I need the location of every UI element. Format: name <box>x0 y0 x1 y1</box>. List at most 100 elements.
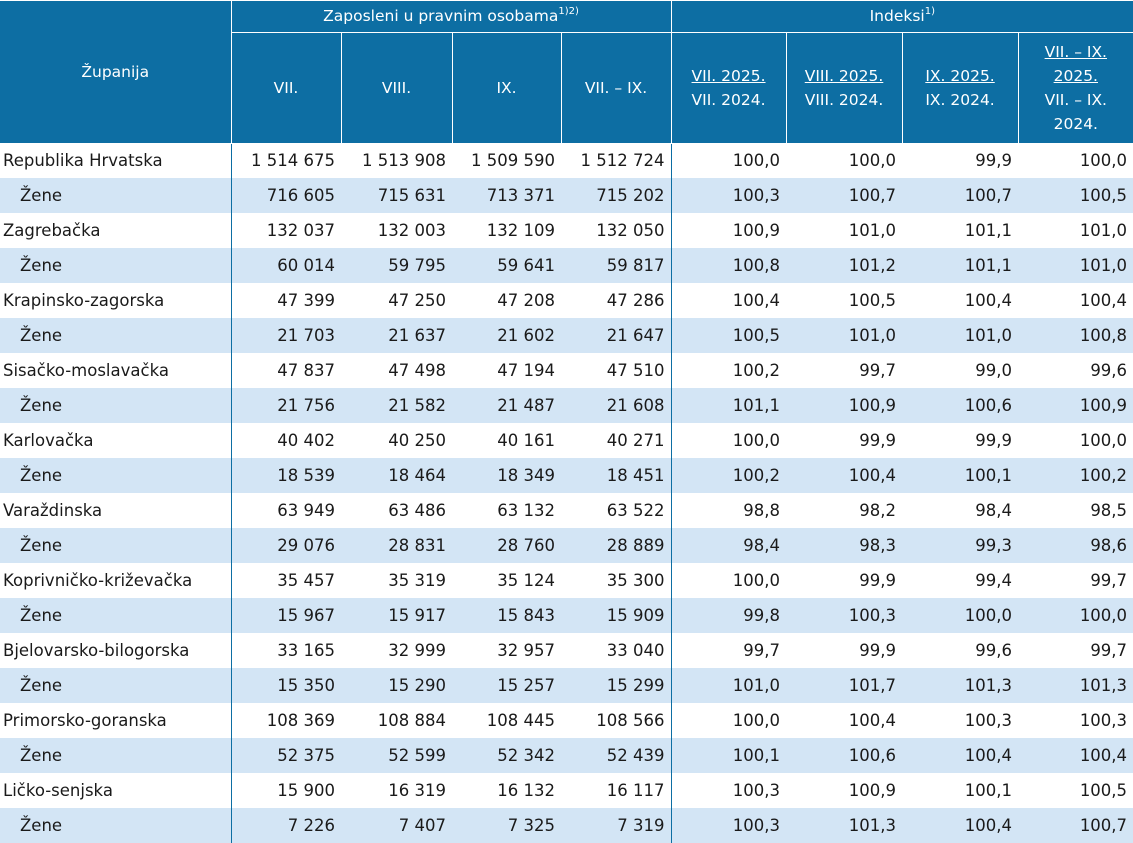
index-cell: 98,8 <box>743 501 781 520</box>
employed-cell: 15 257 <box>452 668 561 703</box>
employed-cell: 715 631 <box>341 178 452 213</box>
index-cell: 98,5 <box>1090 501 1128 520</box>
index-cell: 100,8 <box>1018 318 1133 353</box>
index-cell: 100,0 <box>1079 431 1128 450</box>
index-cell: 101,0 <box>1018 248 1133 283</box>
index-cell: 100,6 <box>902 388 1019 423</box>
index-cell: 100,4 <box>902 808 1019 843</box>
index-cell: 98,2 <box>859 501 897 520</box>
index-cell: 100,2 <box>732 361 781 380</box>
employed-cell: 108 369 <box>266 711 335 730</box>
employed-cell: 1 514 675 <box>251 151 335 171</box>
index-cell: 100,3 <box>671 178 787 213</box>
index-cell: 100,6 <box>786 738 903 773</box>
index-cell: 101,7 <box>786 668 903 703</box>
index-cell: 99,6 <box>975 641 1013 660</box>
index-cell: 100,1 <box>964 781 1013 800</box>
index-cell: 99,9 <box>975 431 1013 450</box>
index-cell: 100,0 <box>732 571 781 590</box>
index-cell: 100,2 <box>671 458 787 493</box>
index-col-header: VII. – IX. 2025. VII. – IX. 2024. <box>1017 31 1133 144</box>
employed-cell: 52 599 <box>341 738 452 773</box>
table-row: Žene 21 756 21 582 21 487 21 608 101,1 100,9 10… <box>0 388 1133 423</box>
employed-col-header: VII. <box>230 31 342 144</box>
employed-cell: 18 464 <box>341 458 452 493</box>
employed-cell: 715 202 <box>561 178 672 213</box>
employed-cell: 29 076 <box>231 528 341 563</box>
employed-cell: 32 999 <box>388 641 446 660</box>
index-cell: 100,4 <box>848 711 897 730</box>
employed-cell: 1 509 590 <box>471 151 555 171</box>
employed-cell: 52 439 <box>561 738 672 773</box>
index-cell: 100,1 <box>902 458 1019 493</box>
index-cell: 101,0 <box>671 668 787 703</box>
index-cell: 100,3 <box>1079 711 1128 730</box>
employed-cell: 35 300 <box>561 563 672 598</box>
county-name: Koprivničko-križevačka <box>0 563 232 598</box>
employed-cell: 108 445 <box>486 711 555 730</box>
employed-cell: 40 271 <box>561 423 672 458</box>
employed-col-header: VIII. <box>340 31 453 144</box>
employed-cell: 15 967 <box>231 598 341 633</box>
index-cell: 100,9 <box>786 388 903 423</box>
county-name: Žene <box>0 598 232 633</box>
employed-cell: 63 486 <box>388 501 446 520</box>
employed-cell: 108 884 <box>377 711 446 730</box>
employed-cell: 18 539 <box>231 458 341 493</box>
employed-cell: 21 647 <box>561 318 672 353</box>
index-cell: 100,2 <box>1018 458 1133 493</box>
employed-cell: 716 605 <box>231 178 341 213</box>
index-group-label: Indeksi <box>869 7 925 25</box>
employed-cell: 40 250 <box>388 431 446 450</box>
employed-cell: 132 050 <box>561 213 672 248</box>
index-cell: 100,0 <box>1018 598 1133 633</box>
index-cell: 101,0 <box>1079 221 1128 240</box>
index-cell: 100,5 <box>848 291 897 310</box>
table-body: Republika Hrvatska 1 514 675 1 513 908 1 50… <box>0 143 1133 843</box>
index-denominator: IX. 2024. <box>925 90 995 109</box>
employed-cell: 7 325 <box>452 808 561 843</box>
employed-col-header: IX. <box>451 31 562 144</box>
employed-cell: 132 037 <box>266 221 335 240</box>
index-cell: 100,4 <box>732 291 781 310</box>
index-cell: 100,0 <box>732 151 781 171</box>
index-cell: 100,3 <box>671 808 787 843</box>
index-cell: 100,0 <box>732 711 781 730</box>
table-row: Primorsko-goranska 108 369 108 884 108 445 1… <box>0 703 1133 738</box>
employed-cell: 35 457 <box>277 571 335 590</box>
index-numerator: IX. 2025. <box>925 66 995 85</box>
index-col-header: IX. 2025. IX. 2024. <box>901 31 1019 144</box>
index-cell: 100,4 <box>786 458 903 493</box>
index-cell: 100,0 <box>1079 151 1128 171</box>
table-row: Žene 60 014 59 795 59 641 59 817 100,8 101,2 10… <box>0 248 1133 283</box>
employed-cell: 28 889 <box>561 528 672 563</box>
employed-cell: 15 299 <box>561 668 672 703</box>
index-cell: 100,4 <box>902 738 1019 773</box>
employed-cell: 40 161 <box>497 431 555 450</box>
index-cell: 99,0 <box>975 361 1013 380</box>
index-cell: 100,9 <box>848 781 897 800</box>
employed-cell: 15 900 <box>277 781 335 800</box>
employed-cell: 35 319 <box>388 571 446 590</box>
employed-cell: 59 641 <box>452 248 561 283</box>
employed-group-header: Zaposleni u pravnim osobama1)2) <box>230 0 672 33</box>
employed-cell: 16 319 <box>388 781 446 800</box>
employed-cell: 33 040 <box>561 633 672 668</box>
county-name: Žene <box>0 248 232 283</box>
employed-cell: 21 703 <box>231 318 341 353</box>
employed-cell: 16 117 <box>561 773 672 808</box>
employed-cell: 21 637 <box>341 318 452 353</box>
index-cell: 98,3 <box>786 528 903 563</box>
employed-cell: 15 350 <box>231 668 341 703</box>
table-row: Žene 15 350 15 290 15 257 15 299 101,0 101,7 10… <box>0 668 1133 703</box>
employed-cell: 7 407 <box>341 808 452 843</box>
index-cell: 99,9 <box>975 151 1013 171</box>
county-name: Sisačko-moslavačka <box>0 353 232 388</box>
index-cell: 99,3 <box>902 528 1019 563</box>
index-cell: 100,0 <box>848 151 897 171</box>
index-denominator: VIII. 2024. <box>804 90 884 109</box>
index-cell: 99,7 <box>743 641 781 660</box>
index-cell: 100,0 <box>732 431 781 450</box>
index-cell: 101,3 <box>786 808 903 843</box>
